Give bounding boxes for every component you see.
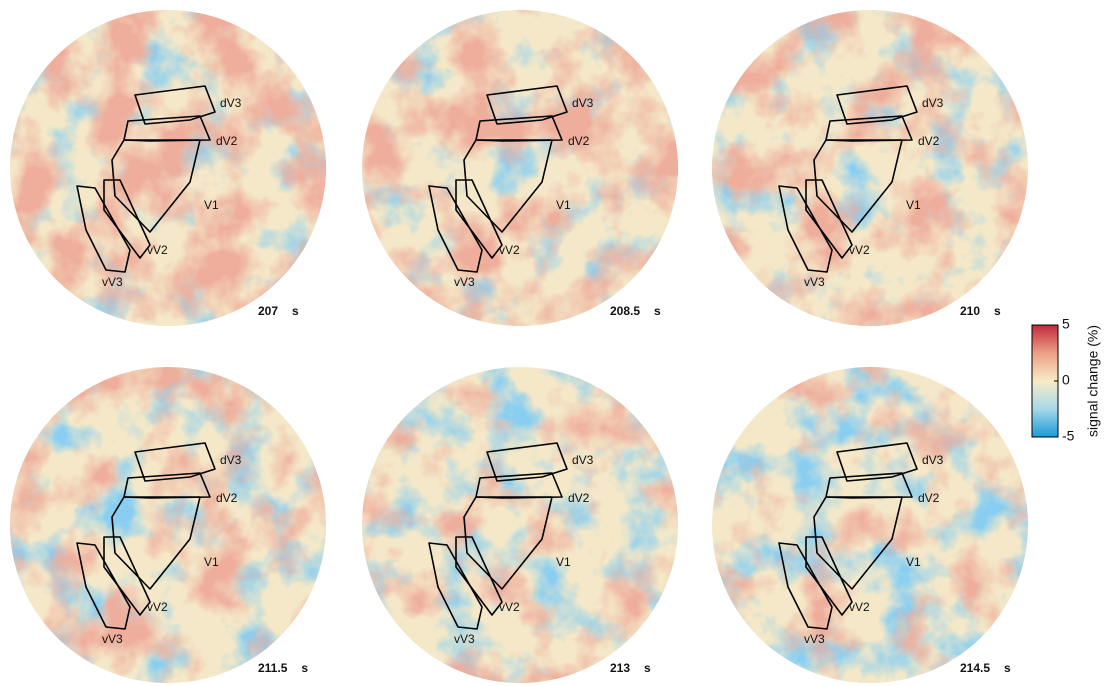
region-label: V1 — [906, 198, 921, 212]
region-label: V1 — [556, 198, 571, 212]
region-label: vV3 — [102, 632, 123, 646]
time-unit: s — [654, 304, 661, 318]
time-label: 208.5 s — [610, 304, 661, 318]
region-label: vV2 — [147, 600, 168, 614]
region-label: V1 — [906, 555, 921, 569]
activation-map — [352, 357, 692, 686]
activation-map — [702, 357, 1042, 686]
time-label: 213 s — [610, 661, 651, 675]
panel: dV3 dV2 V1 vV2 vV3 211.5 s — [0, 357, 340, 686]
time-label: 211.5 s — [258, 661, 308, 675]
time-unit: s — [301, 661, 308, 675]
region-label: dV3 — [922, 96, 944, 110]
region-label: dV3 — [220, 453, 242, 467]
region-label: vV3 — [454, 275, 475, 289]
time-label: 210 s — [960, 304, 1001, 318]
time-value: 210 — [960, 304, 980, 318]
colorbar-tick-label: -5 — [1062, 428, 1075, 444]
activation-map — [0, 0, 340, 340]
panel: dV3 dV2 V1 vV2 vV3 214.5 s — [702, 357, 1042, 686]
colorbar-tick-label: 5 — [1062, 316, 1070, 332]
time-value: 214.5 — [960, 661, 990, 675]
region-label: vV2 — [499, 243, 520, 257]
panel: dV3 dV2 V1 vV2 vV3 207 s — [0, 0, 340, 340]
region-label: vV2 — [849, 600, 870, 614]
time-unit: s — [1004, 661, 1011, 675]
region-label: dV2 — [216, 134, 238, 148]
activation-map — [0, 357, 340, 686]
colorbar-label: signal change (%) — [1085, 325, 1101, 437]
region-label: dV3 — [572, 453, 594, 467]
time-unit: s — [994, 304, 1001, 318]
time-value: 211.5 — [258, 661, 288, 675]
panel: dV3 dV2 V1 vV2 vV3 210 s — [702, 0, 1042, 340]
time-label: 207 s — [258, 304, 299, 318]
region-label: vV3 — [102, 275, 123, 289]
time-value: 208.5 — [610, 304, 640, 318]
region-label: dV2 — [216, 491, 238, 505]
region-label: dV3 — [220, 96, 242, 110]
colorbar-tick-label: 0 — [1062, 372, 1070, 388]
region-label: dV3 — [922, 453, 944, 467]
region-label: dV3 — [572, 96, 594, 110]
region-label: vV2 — [147, 243, 168, 257]
time-unit: s — [644, 661, 651, 675]
panel: dV3 dV2 V1 vV2 vV3 213 s — [352, 357, 692, 686]
region-label: vV2 — [849, 243, 870, 257]
panel: dV3 dV2 V1 vV2 vV3 208.5 s — [352, 0, 692, 340]
region-label: dV2 — [918, 491, 940, 505]
region-label: V1 — [204, 198, 219, 212]
region-label: vV2 — [499, 600, 520, 614]
activation-map — [352, 0, 692, 340]
region-label: V1 — [204, 555, 219, 569]
figure: dV3dV2V1vV2vV3207sdV3dV2V1vV2vV3208.5sdV… — [0, 0, 1106, 686]
region-label: vV3 — [454, 632, 475, 646]
time-label: 214.5 s — [960, 661, 1011, 675]
region-label: dV2 — [568, 134, 590, 148]
region-label: vV3 — [804, 275, 825, 289]
activation-map — [702, 0, 1042, 340]
time-unit: s — [292, 304, 299, 318]
region-label: dV2 — [918, 134, 940, 148]
region-label: V1 — [556, 555, 571, 569]
region-label: dV2 — [568, 491, 590, 505]
time-value: 207 — [258, 304, 278, 318]
time-value: 213 — [610, 661, 630, 675]
region-label: vV3 — [804, 632, 825, 646]
